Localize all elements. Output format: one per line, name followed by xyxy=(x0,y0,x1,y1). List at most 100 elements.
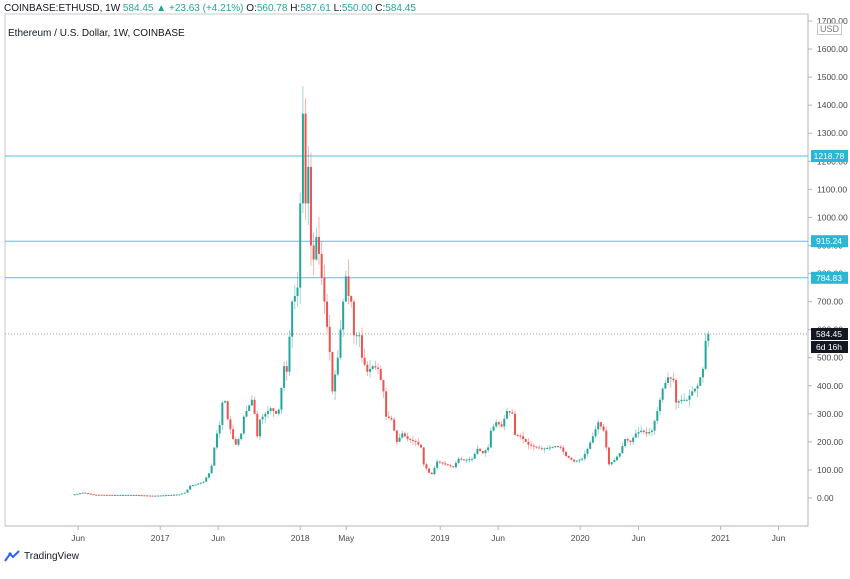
level-price-label: 915.24 xyxy=(816,236,842,246)
candle-up xyxy=(116,494,119,496)
candle-down xyxy=(675,380,678,403)
candle-down xyxy=(460,458,463,460)
last-price-tag xyxy=(811,328,848,341)
candle-up xyxy=(401,433,404,438)
candle-up xyxy=(79,493,82,495)
candle-up xyxy=(701,368,704,378)
x-tick-label: 2017 xyxy=(151,533,170,543)
candle-down xyxy=(527,441,530,445)
candle-down xyxy=(513,413,516,435)
candle-down xyxy=(538,447,541,449)
candle-up xyxy=(594,429,597,437)
candle-up xyxy=(546,447,549,449)
candle-up xyxy=(342,301,345,330)
candle-up xyxy=(156,495,159,497)
price-change: +23.63 (+4.21%) xyxy=(168,3,244,14)
candle-down xyxy=(532,445,535,447)
candle-down xyxy=(567,455,570,458)
level-price-tag xyxy=(811,271,848,284)
candle-down xyxy=(452,466,455,468)
candle-down xyxy=(500,424,503,427)
y-tick-label: 1000.00 xyxy=(817,212,848,222)
candle-up xyxy=(355,335,358,337)
candle-up xyxy=(264,413,267,417)
candle-up xyxy=(465,459,468,461)
candle-up xyxy=(207,473,210,478)
candle-down xyxy=(414,440,417,442)
candle-down xyxy=(135,494,138,496)
candle-up xyxy=(258,419,261,437)
candle-up xyxy=(616,456,619,461)
candle-up xyxy=(175,494,178,496)
candle-down xyxy=(138,495,141,497)
symbol-header: COINBASE:ETHUSD, 1W 584.45 ▲ +23.63 (+4.… xyxy=(4,3,416,14)
symbol-name[interactable]: COINBASE:ETHUSD, 1W xyxy=(4,3,121,14)
close-value: 584.45 xyxy=(385,3,416,14)
candle-down xyxy=(479,448,482,452)
candle-down xyxy=(535,446,538,448)
candle-up xyxy=(261,416,264,420)
y-tick-label: 300.00 xyxy=(817,409,843,419)
candle-up xyxy=(597,422,600,430)
candle-up xyxy=(183,492,186,494)
up-arrow-icon: ▲ xyxy=(156,3,167,14)
candle-up xyxy=(164,495,167,497)
candle-down xyxy=(331,352,334,392)
candle-down xyxy=(352,301,355,336)
candle-up xyxy=(199,482,202,484)
candle-up xyxy=(162,495,165,497)
candle-up xyxy=(591,436,594,443)
candle-up xyxy=(181,493,184,495)
candle-up xyxy=(291,301,294,337)
candle-down xyxy=(444,463,447,465)
candle-up xyxy=(194,484,197,486)
candle-down xyxy=(446,464,449,466)
candle-up xyxy=(492,426,495,431)
candle-down xyxy=(379,368,382,381)
candle-down xyxy=(143,495,146,497)
candle-up xyxy=(299,203,302,288)
candle-down xyxy=(390,418,393,420)
candle-down xyxy=(441,462,444,464)
candle-up xyxy=(653,420,656,431)
candle-down xyxy=(605,430,608,448)
candle-up xyxy=(648,432,651,434)
candle-up xyxy=(634,433,637,438)
candle-up xyxy=(433,467,436,475)
candle-down xyxy=(377,367,380,369)
x-tick-label: 2021 xyxy=(711,533,730,543)
y-tick-label: 700.00 xyxy=(817,297,843,307)
candle-down xyxy=(382,380,385,392)
candle-up xyxy=(296,287,299,296)
y-tick-label: 200.00 xyxy=(817,437,843,447)
countdown-tag xyxy=(811,341,848,354)
candle-up xyxy=(81,492,84,494)
y-tick-label: 0.00 xyxy=(817,493,834,503)
candle-down xyxy=(497,422,500,425)
candle-down xyxy=(645,432,648,434)
x-tick-label: Jun xyxy=(71,533,85,543)
candle-down xyxy=(92,494,95,496)
candle-up xyxy=(124,494,127,496)
candle-up xyxy=(554,446,557,448)
candle-up xyxy=(610,462,613,465)
low-value: 550.00 xyxy=(341,3,373,14)
candle-up xyxy=(471,458,474,460)
candle-down xyxy=(256,413,259,437)
candle-down xyxy=(387,416,390,419)
tradingview-branding[interactable]: TradingView xyxy=(4,549,79,563)
candle-up xyxy=(283,366,286,388)
candle-down xyxy=(449,465,452,467)
y-tick-label: 1400.00 xyxy=(817,100,848,110)
candle-down xyxy=(672,378,675,381)
currency-button[interactable]: USD xyxy=(817,23,843,35)
candle-up xyxy=(358,335,361,337)
candle-down xyxy=(146,495,149,497)
candle-up xyxy=(618,453,621,457)
candle-up xyxy=(301,113,304,204)
candle-down xyxy=(108,494,111,496)
candle-up xyxy=(656,411,659,421)
candle-down xyxy=(573,459,576,462)
candle-up xyxy=(583,453,586,459)
